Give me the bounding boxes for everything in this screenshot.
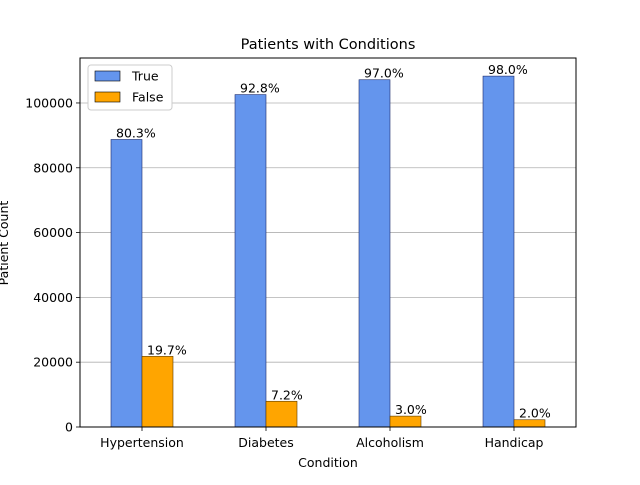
data-label-false-alcoholism: 3.0%: [395, 402, 427, 417]
bar-true-handicap: [482, 75, 515, 428]
bar-true-hypertension: [110, 139, 143, 428]
bar-false-diabetes: [265, 400, 298, 428]
bar-false-alcoholism: [389, 415, 422, 428]
data-label-false-diabetes: 7.2%: [271, 387, 303, 402]
axis-layer: 0 20000 40000 60000 80000 100000 Hypertension D…: [25, 95, 543, 450]
y-tick-label: 0: [65, 420, 73, 435]
bars-layer: [110, 75, 546, 428]
bar-false-handicap: [513, 419, 546, 428]
x-tick-label: Handicap: [485, 435, 544, 450]
chart-title: Patients with Conditions: [241, 37, 416, 53]
bar-true-alcoholism: [358, 79, 391, 428]
bar-false-hypertension: [141, 356, 174, 428]
data-label-true-alcoholism: 97.0%: [364, 66, 404, 81]
y-tick-label: 20000: [33, 355, 73, 370]
y-tick-label: 40000: [33, 290, 73, 305]
legend-swatch-false: [94, 91, 121, 103]
x-tick-label: Alcoholism: [356, 435, 424, 450]
plot-frame: [79, 57, 577, 428]
bar-true-diabetes: [234, 94, 267, 428]
legend-label-false: False: [132, 90, 164, 105]
x-axis-label: Condition: [298, 455, 358, 470]
legend-label-true: True: [131, 69, 159, 84]
y-tick-label: 80000: [33, 160, 73, 175]
data-label-false-hypertension: 19.7%: [147, 342, 187, 357]
data-label-true-hypertension: 80.3%: [116, 125, 156, 140]
data-label-false-handicap: 2.0%: [519, 406, 551, 421]
y-tick-label: 60000: [33, 225, 73, 240]
y-tick-label: 100000: [25, 95, 73, 110]
data-labels-layer: 80.3% 19.7% 92.8% 7.2% 97.0% 3.0% 98.0% 2.0%: [116, 62, 551, 421]
legend-swatch-true: [94, 70, 121, 82]
y-axis-label: Patient Count: [0, 201, 11, 286]
legend: True False: [87, 64, 173, 111]
x-tick-label: Diabetes: [238, 435, 294, 450]
data-label-true-diabetes: 92.8%: [240, 81, 280, 96]
x-tick-label: Hypertension: [100, 435, 184, 450]
data-label-true-handicap: 98.0%: [488, 62, 528, 77]
